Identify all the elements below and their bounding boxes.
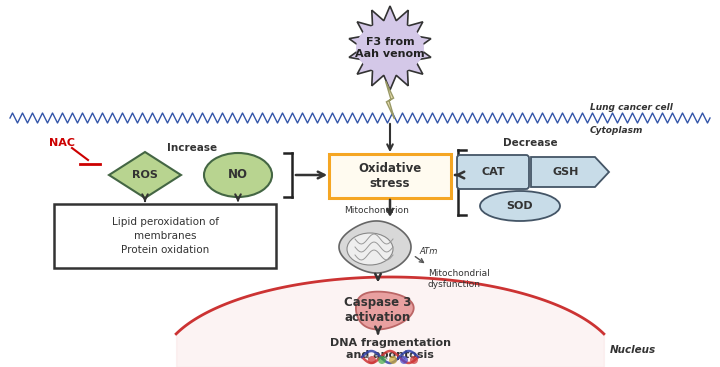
Polygon shape: [109, 152, 181, 198]
Text: Cytoplasm: Cytoplasm: [590, 126, 644, 135]
Polygon shape: [531, 157, 609, 187]
Polygon shape: [339, 221, 411, 273]
Polygon shape: [385, 81, 395, 119]
FancyBboxPatch shape: [54, 204, 276, 268]
Text: Caspase 3
activation: Caspase 3 activation: [344, 296, 412, 324]
Ellipse shape: [389, 356, 397, 364]
Text: SOD: SOD: [507, 201, 534, 211]
FancyBboxPatch shape: [329, 154, 451, 198]
Ellipse shape: [204, 153, 272, 197]
Text: Decrease: Decrease: [503, 138, 557, 148]
Text: Oxidative
stress: Oxidative stress: [359, 162, 422, 190]
Ellipse shape: [347, 233, 393, 265]
Text: NO: NO: [228, 168, 248, 182]
Ellipse shape: [400, 356, 408, 364]
Text: Increase: Increase: [167, 143, 217, 153]
Text: GSH: GSH: [553, 167, 579, 177]
Text: Mitochondrial
dysfunction: Mitochondrial dysfunction: [428, 269, 490, 289]
Ellipse shape: [368, 356, 376, 364]
Text: F3 from
Aah venom: F3 from Aah venom: [355, 37, 425, 59]
Ellipse shape: [356, 22, 424, 74]
Text: ROS: ROS: [132, 170, 158, 180]
Ellipse shape: [480, 191, 560, 221]
FancyBboxPatch shape: [457, 155, 529, 189]
Ellipse shape: [378, 356, 386, 364]
Text: CAT: CAT: [481, 167, 505, 177]
Text: ATm: ATm: [419, 247, 437, 257]
Polygon shape: [349, 6, 431, 90]
Text: Lipid peroxidation of
membranes
Protein oxidation: Lipid peroxidation of membranes Protein …: [112, 217, 218, 255]
Text: NAC: NAC: [49, 138, 75, 148]
Polygon shape: [356, 292, 414, 330]
Text: Mitochondrion: Mitochondrion: [345, 206, 410, 215]
Text: DNA fragmentation
and apoptosis: DNA fragmentation and apoptosis: [330, 338, 451, 360]
Ellipse shape: [410, 356, 418, 364]
Text: Lung cancer cell: Lung cancer cell: [590, 103, 673, 112]
Text: Nucleus: Nucleus: [610, 345, 656, 355]
